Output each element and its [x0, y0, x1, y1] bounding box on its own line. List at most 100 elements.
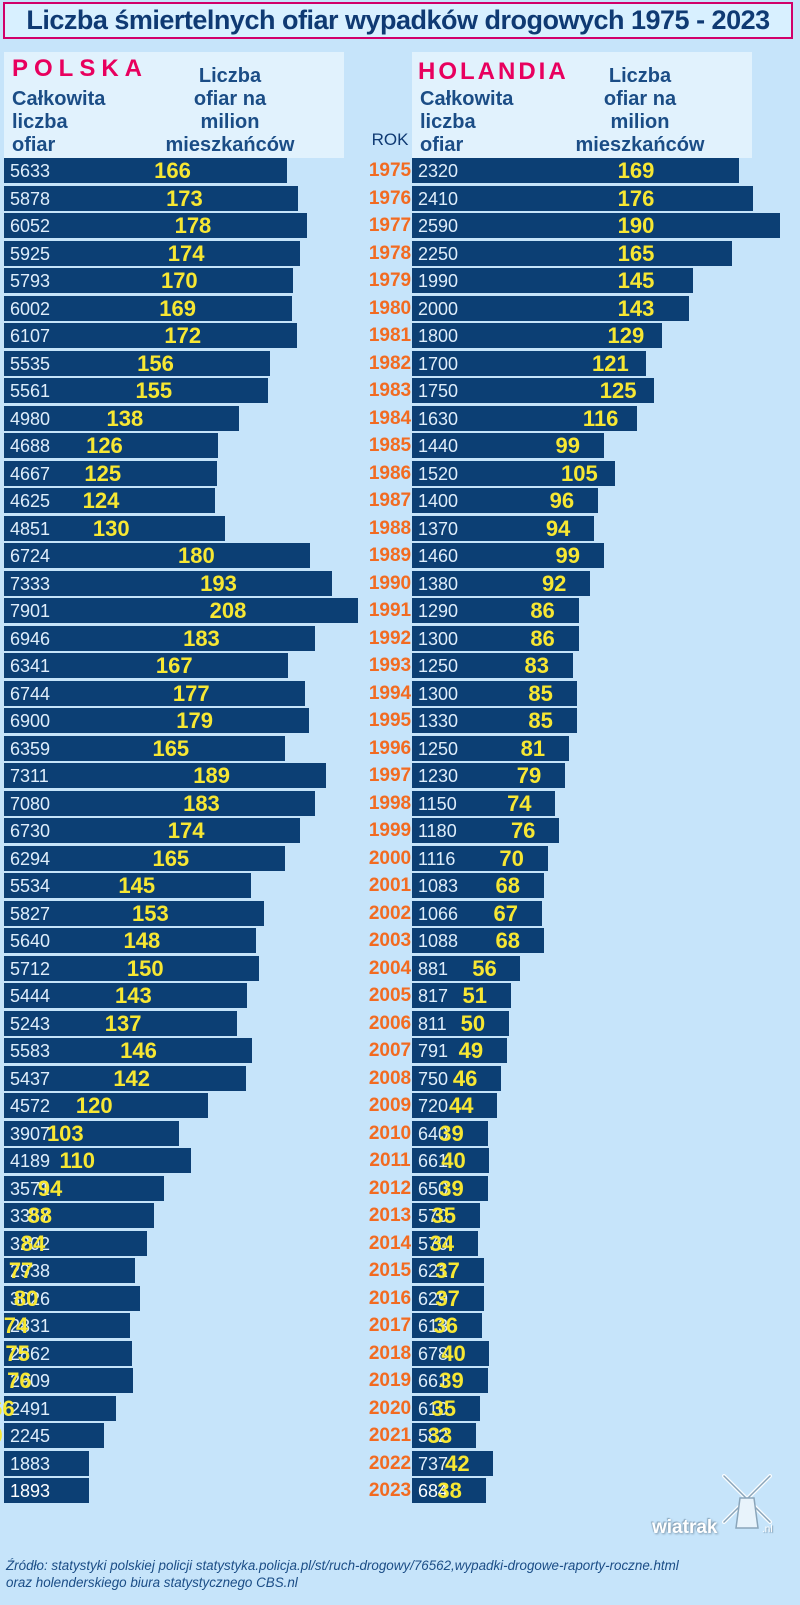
polska-bar	[4, 268, 294, 293]
polska-bar	[4, 240, 301, 266]
holandia-per-million: 49	[458, 1038, 484, 1063]
holandia-bar	[412, 1285, 484, 1311]
holandia-total: 570	[418, 1233, 449, 1254]
holandia-per-million: 40	[441, 1340, 466, 1366]
holandia-bar	[412, 625, 579, 651]
polska-bar	[4, 543, 311, 568]
polska-total: 6946	[10, 628, 51, 649]
polska-bar	[4, 185, 299, 211]
holandia-per-million: 169	[617, 158, 655, 183]
polska-total: 4980	[10, 408, 51, 429]
holandia-per-million: 85	[528, 708, 553, 733]
windmill-icon	[722, 1474, 772, 1529]
polska-per-million: 110	[59, 1148, 95, 1173]
polska-total: 5640	[10, 931, 51, 951]
polska-bar	[4, 1148, 192, 1173]
title-box: Liczba śmiertelnych ofiar wypadków drogo…	[3, 2, 793, 39]
holandia-per-million: 37	[435, 1258, 460, 1283]
holandia-bar	[412, 350, 647, 376]
holandia-bar	[412, 763, 565, 788]
year-label: 2023	[368, 1480, 412, 1501]
polska-total: 4189	[10, 1151, 51, 1171]
holandia-total: 1066	[418, 903, 459, 924]
polska-bar	[4, 488, 216, 513]
polska-total: 2245	[10, 1426, 51, 1446]
holandia-total: 1250	[418, 656, 459, 676]
polska-per-million: 193	[200, 570, 237, 596]
polska-bar	[4, 653, 289, 678]
polska-per-million: 143	[115, 983, 152, 1008]
holandia-total: 613	[418, 1316, 449, 1336]
polska-bar	[4, 1065, 246, 1091]
polska-per-million: 178	[174, 213, 212, 238]
year-label: 2001	[368, 875, 412, 896]
logo-tld: .nl	[762, 1524, 773, 1535]
holandia-bar	[412, 543, 604, 568]
polska-total: 4851	[10, 518, 51, 539]
year-label: 2006	[368, 1012, 412, 1034]
polska-total: 6341	[10, 656, 51, 676]
polska-bar	[4, 1340, 132, 1366]
polska-bar	[4, 1368, 134, 1393]
polska-per-million: 124	[82, 488, 120, 513]
polska-total: 2491	[10, 1398, 51, 1419]
polska-bar	[4, 515, 226, 541]
holandia-per-million: 176	[617, 185, 655, 211]
polska-bar	[4, 625, 316, 651]
year-label: 2020	[368, 1397, 412, 1419]
polska-total: 1883	[10, 1453, 51, 1474]
year-label: 2021	[368, 1425, 412, 1446]
holandia-per-million: 42	[445, 1450, 470, 1476]
polska-bar	[4, 1093, 209, 1118]
year-label: 2018	[368, 1342, 412, 1364]
year-label: 2009	[368, 1095, 412, 1116]
holandia-per-million: 39	[439, 1175, 464, 1201]
year-label: 1992	[368, 627, 412, 649]
holandia-total: 2250	[418, 243, 459, 264]
polska-total: 4625	[10, 491, 51, 511]
holandia-total: 1150	[418, 793, 457, 814]
polska-bar	[4, 790, 316, 816]
polska-bar	[4, 460, 217, 486]
year-label: 2013	[368, 1205, 412, 1226]
year-label: 1997	[368, 765, 412, 786]
polska-total: 6744	[10, 683, 51, 704]
holandia-bar	[412, 570, 591, 596]
year-label: 2000	[368, 847, 412, 869]
holandia-per-million: 86	[530, 625, 555, 651]
year-label: 2005	[368, 985, 412, 1006]
holandia-per-million: 81	[520, 735, 546, 761]
holandia-total: 1800	[418, 326, 459, 346]
holandia-bar	[412, 653, 573, 678]
holandia-total: 2410	[418, 188, 459, 209]
holandia-per-million: 40	[441, 1148, 466, 1173]
year-label: 2014	[368, 1232, 412, 1254]
holandia-total: 1180	[418, 821, 457, 841]
year-label: 1978	[368, 242, 412, 264]
holandia-total: 1370	[418, 518, 459, 539]
polska-per-million: 77	[8, 1258, 34, 1283]
year-label: 2017	[368, 1315, 412, 1336]
polska-bar	[4, 1395, 117, 1421]
holandia-total: 1380	[418, 573, 459, 594]
year-label: 1986	[368, 462, 412, 484]
holandia-per-million: 68	[495, 873, 520, 898]
polska-bar	[4, 1285, 141, 1311]
holandia-bar	[412, 405, 637, 431]
year-label: 1990	[368, 572, 412, 594]
holandia-bar	[412, 268, 693, 293]
year-label: 2002	[368, 902, 412, 924]
year-label: 2011	[369, 1150, 411, 1171]
polska-per-million: 146	[120, 1038, 157, 1063]
polska-bar	[4, 598, 358, 623]
holandia-total: 2590	[418, 216, 459, 236]
polska-total: 5878	[10, 188, 51, 209]
year-label: 1989	[368, 545, 412, 566]
holandia-per-million: 190	[617, 213, 655, 238]
polska-bar	[4, 570, 333, 596]
holandia-per-million: 50	[460, 1010, 486, 1036]
polska-bar	[4, 433, 219, 458]
holandia-total: 1116	[418, 848, 456, 869]
holandia-total: 1230	[418, 766, 459, 786]
holandia-bar	[412, 488, 598, 513]
